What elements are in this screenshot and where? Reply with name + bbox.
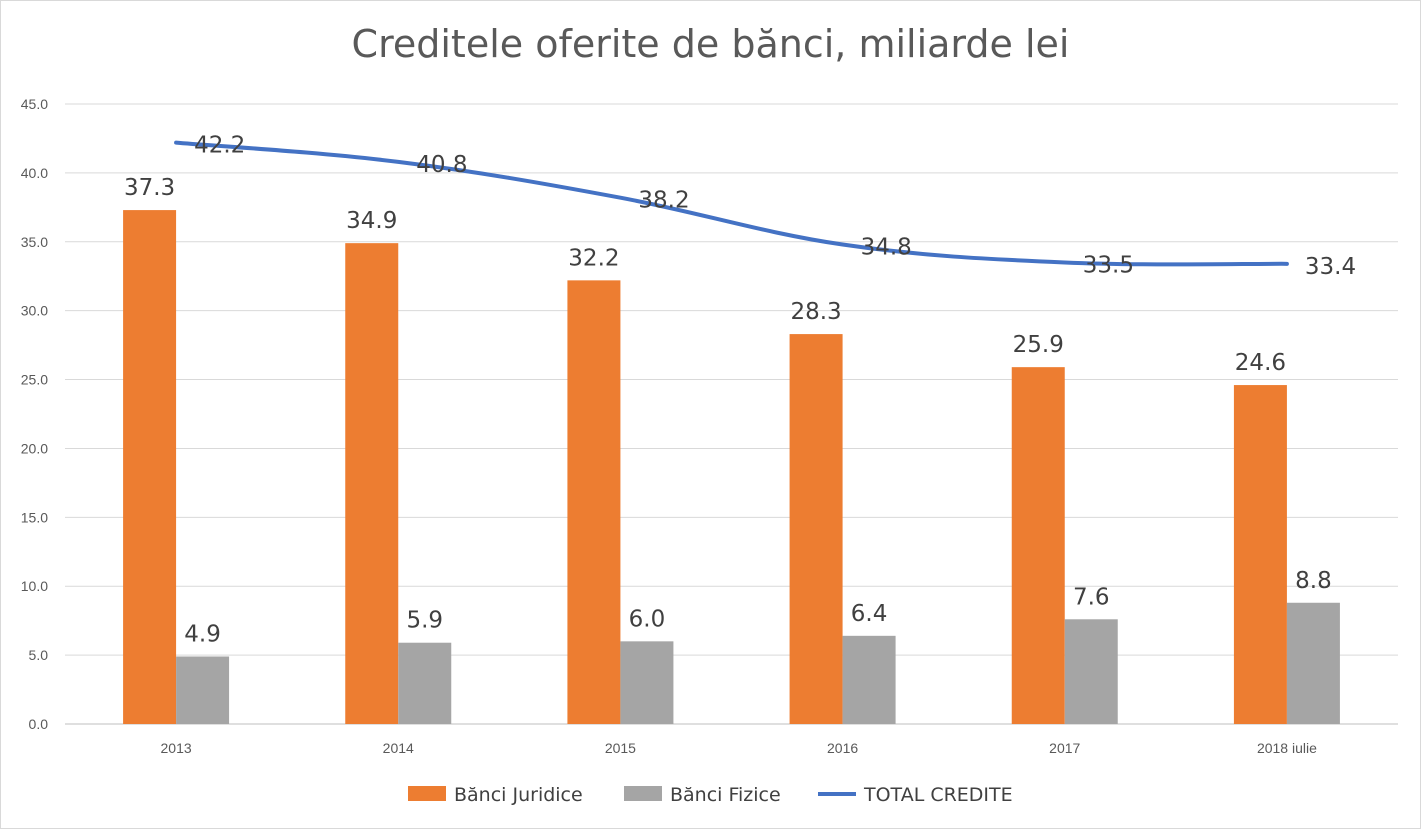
y-tick-label: 45.0: [21, 96, 48, 112]
bar-bănci-juridice: [1233, 385, 1287, 724]
bar-bănci-fizice: [620, 641, 674, 724]
bar-data-label: 6.0: [629, 606, 666, 632]
y-tick-label: 30.0: [21, 303, 48, 319]
bar-data-label: 7.6: [1073, 584, 1110, 610]
legend-swatch: [624, 786, 662, 801]
x-tick-label: 2018 iulie: [1257, 740, 1317, 756]
bar-bănci-fizice: [176, 656, 230, 724]
line-data-label: 42.2: [194, 133, 245, 159]
bar-data-label: 5.9: [406, 608, 443, 634]
y-tick-label: 35.0: [21, 234, 48, 250]
line-data-label: 34.8: [861, 235, 912, 261]
line-total-credite: [174, 140, 1289, 267]
y-tick-label: 0.0: [29, 716, 49, 732]
bar-data-label: 24.6: [1235, 350, 1286, 376]
x-tick-label: 2016: [827, 740, 858, 756]
legend-label: TOTAL CREDITE: [863, 784, 1013, 806]
x-tick-label: 2014: [383, 740, 414, 756]
legend-label: Bănci Juridice: [454, 784, 583, 806]
bar-bănci-fizice: [1286, 602, 1340, 724]
bar-bănci-juridice: [345, 243, 399, 724]
bar-bănci-juridice: [1011, 367, 1065, 724]
x-tick-label: 2013: [161, 740, 192, 756]
bar-data-label: 25.9: [1013, 332, 1064, 358]
bar-data-label: 4.9: [184, 621, 221, 647]
chart-title: Creditele oferite de bănci, miliarde lei: [351, 22, 1070, 66]
bar-data-label: 6.4: [851, 601, 888, 627]
y-tick-label: 25.0: [21, 372, 48, 388]
line-data-label: 38.2: [638, 188, 689, 214]
y-tick-label: 40.0: [21, 165, 48, 181]
y-tick-label: 20.0: [21, 440, 48, 456]
bar-data-label: 37.3: [124, 175, 175, 201]
bar-bănci-fizice: [1064, 619, 1118, 724]
bar-bănci-fizice: [398, 642, 452, 724]
bar-data-label: 34.9: [346, 208, 397, 234]
bar-bănci-juridice: [123, 210, 177, 725]
bar-bănci-juridice: [567, 280, 621, 724]
y-tick-label: 10.0: [21, 578, 48, 594]
line-data-label: 33.5: [1083, 252, 1134, 278]
bar-data-label: 8.8: [1295, 568, 1332, 594]
legend-swatch: [408, 786, 446, 801]
bar-data-label: 32.2: [568, 245, 619, 271]
bar-bănci-fizice: [842, 635, 896, 724]
y-tick-label: 15.0: [21, 509, 48, 525]
x-tick-label: 2015: [605, 740, 636, 756]
x-tick-label: 2017: [1049, 740, 1080, 756]
y-tick-label: 5.0: [29, 647, 49, 663]
bar-bănci-juridice: [789, 334, 843, 724]
legend-label: Bănci Fizice: [670, 784, 781, 806]
bar-data-label: 28.3: [790, 299, 841, 325]
line-data-label: 40.8: [416, 152, 467, 178]
line-data-label: 33.4: [1305, 254, 1356, 280]
